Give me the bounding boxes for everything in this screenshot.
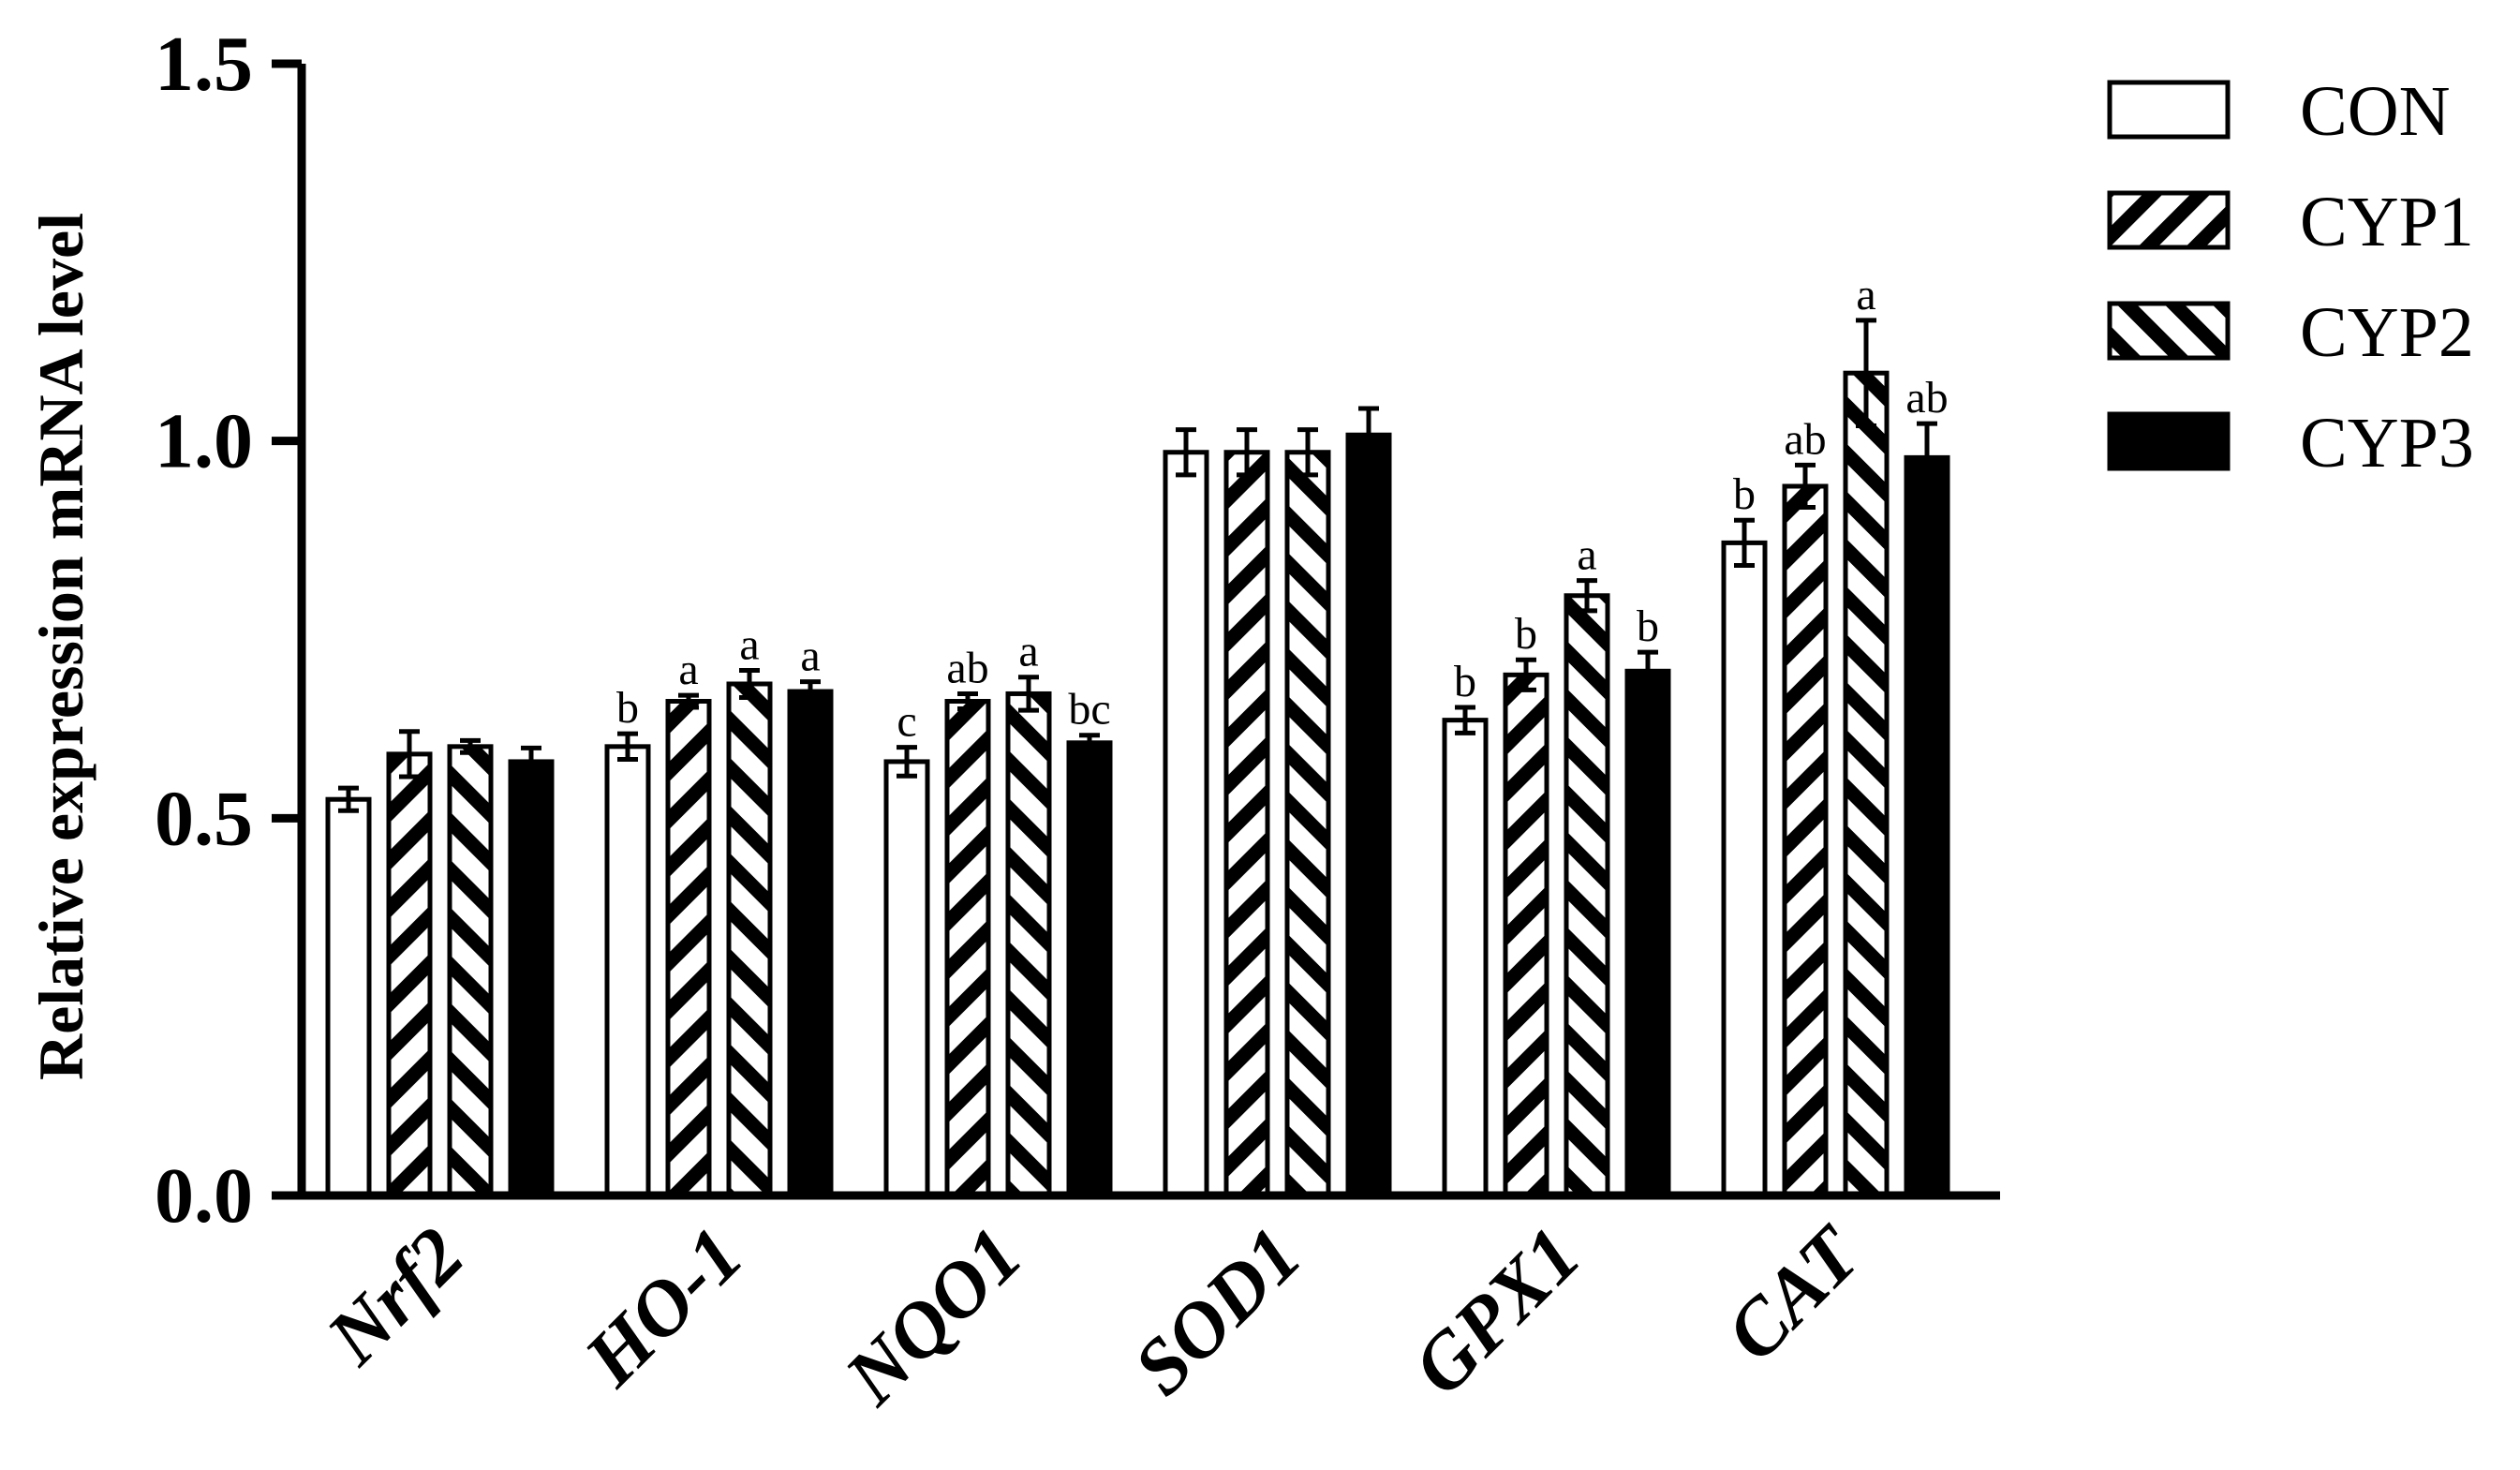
- significance-label: a: [678, 645, 698, 694]
- significance-label: bc: [1068, 685, 1110, 735]
- bar-cyp1-gpx1: [1503, 672, 1549, 1198]
- legend-swatch-cyp3: [2107, 411, 2231, 471]
- y-tick-label: 1.0: [155, 398, 253, 485]
- bar-cyp3-gpx1: [1624, 668, 1671, 1198]
- bar-cyp2-nrf2: [447, 744, 494, 1198]
- significance-label: c: [897, 697, 916, 747]
- significance-label: b: [1515, 609, 1537, 659]
- significance-label: b: [1733, 469, 1756, 519]
- significance-label: b: [1637, 601, 1659, 651]
- legend: CON CYP1 CYP2 CYP3: [2107, 72, 2474, 483]
- y-tick-label: 0.5: [155, 775, 253, 862]
- y-tick-label: 1.5: [155, 21, 253, 108]
- bar-con-cat: [1721, 540, 1768, 1198]
- axes: [297, 64, 2000, 1200]
- legend-swatch-cyp2: [2107, 301, 2231, 361]
- y-axis-ticks: 0.0 0.5 1.0 1.5: [155, 21, 302, 1240]
- bar-con-nqo1: [883, 759, 930, 1198]
- significance-label: a: [1856, 270, 1875, 319]
- x-category-label: Nrf2: [310, 1211, 481, 1382]
- bar-cyp3-ho-1: [787, 689, 834, 1198]
- x-category-label: GPX1: [1397, 1211, 1597, 1412]
- significance-label: b: [1454, 657, 1476, 706]
- y-tick-label: 0.0: [155, 1152, 253, 1240]
- significance-label: a: [739, 619, 759, 669]
- bars-layer: [325, 370, 1950, 1198]
- significance-label: ab: [946, 643, 988, 692]
- bar-cyp3-nrf2: [508, 759, 555, 1198]
- bar-cyp2-nqo1: [1005, 690, 1052, 1198]
- bar-cyp1-cat: [1782, 483, 1829, 1198]
- bar-cyp1-sod1: [1223, 450, 1270, 1198]
- x-category-label: CAT: [1710, 1209, 1879, 1378]
- bar-con-ho-1: [604, 744, 651, 1198]
- y-axis-label: Relative expression mRNA level: [25, 213, 96, 1080]
- bar-con-nrf2: [325, 796, 372, 1198]
- bar-cyp1-nrf2: [386, 751, 433, 1198]
- bar-cyp2-sod1: [1284, 450, 1331, 1198]
- error-bars-layer: [338, 318, 1937, 813]
- legend-swatch-con: [2107, 80, 2231, 140]
- significance-label: a: [1018, 627, 1038, 676]
- bar-cyp3-sod1: [1345, 432, 1392, 1198]
- bar-cyp2-ho-1: [726, 681, 773, 1198]
- bar-con-sod1: [1163, 450, 1209, 1198]
- bar-cyp3-nqo1: [1066, 740, 1113, 1198]
- bar-con-gpx1: [1442, 718, 1489, 1198]
- x-category-label: SOD1: [1118, 1211, 1318, 1412]
- legend-label-cyp2: CYP2: [2300, 293, 2474, 372]
- x-category-label: NQO1: [828, 1211, 1039, 1422]
- legend-label-cyp1: CYP1: [2300, 183, 2474, 261]
- significance-label: b: [616, 683, 639, 733]
- significance-label: ab: [1905, 373, 1948, 423]
- bar-cyp1-nqo1: [944, 699, 991, 1198]
- bar-cyp3-cat: [1904, 454, 1950, 1198]
- legend-swatch-cyp1: [2107, 190, 2231, 250]
- significance-label: ab: [1784, 414, 1826, 464]
- legend-label-con: CON: [2300, 72, 2450, 151]
- significance-label: a: [800, 631, 820, 681]
- bar-cyp2-cat: [1843, 370, 1890, 1198]
- bar-cyp2-gpx1: [1564, 593, 1610, 1198]
- x-category-label: HO-1: [568, 1211, 760, 1403]
- significance-label: a: [1577, 530, 1596, 580]
- legend-label-cyp3: CYP3: [2300, 404, 2474, 483]
- x-axis-categories: Nrf2 HO-1 NQO1 SOD1 GPX1 CAT: [310, 1209, 1879, 1421]
- bar-cyp1-ho-1: [665, 699, 712, 1198]
